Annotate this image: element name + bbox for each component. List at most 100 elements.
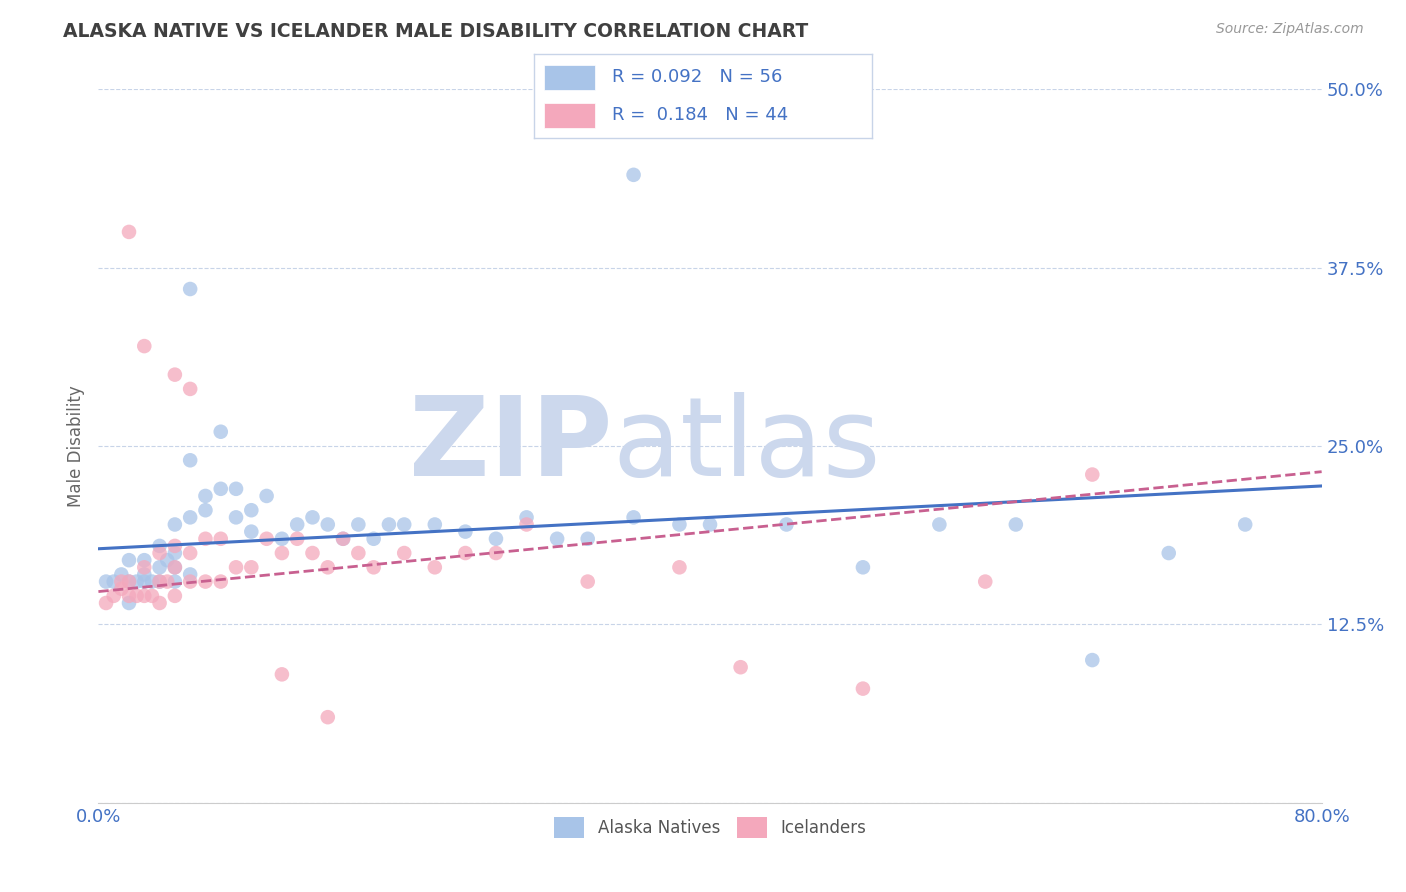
Point (194, 574, 217, 589)
Point (1081, 467, 1104, 482)
Point (285, 532, 308, 546)
Text: R = 0.092   N = 56: R = 0.092 N = 56 (612, 69, 782, 87)
Point (316, 710, 339, 724)
Point (118, 225, 141, 239)
Point (225, 560, 247, 574)
Point (194, 532, 217, 546)
Point (179, 382, 201, 396)
Point (485, 532, 508, 546)
Point (209, 482, 232, 496)
Point (270, 532, 292, 546)
Point (270, 667, 292, 681)
FancyBboxPatch shape (544, 64, 595, 90)
Point (163, 560, 186, 574)
Point (1004, 517, 1026, 532)
Point (118, 553, 141, 567)
Point (209, 425, 232, 439)
Point (363, 560, 385, 574)
Point (134, 574, 156, 589)
Point (118, 596, 141, 610)
Point (179, 567, 201, 582)
Point (454, 546, 477, 560)
Text: ZIP: ZIP (409, 392, 612, 500)
Point (852, 560, 875, 574)
Point (118, 589, 141, 603)
Point (110, 567, 132, 582)
Y-axis label: Male Disability: Male Disability (66, 385, 84, 507)
Point (974, 574, 997, 589)
Point (125, 574, 148, 589)
Point (423, 560, 446, 574)
Point (149, 539, 172, 553)
Point (240, 524, 263, 539)
FancyBboxPatch shape (544, 103, 595, 128)
Point (1081, 653, 1104, 667)
Point (332, 532, 354, 546)
Point (110, 574, 132, 589)
Point (141, 574, 163, 589)
Point (118, 574, 141, 589)
Point (149, 546, 172, 560)
Point (668, 517, 690, 532)
Point (163, 517, 186, 532)
Point (134, 567, 156, 582)
Point (149, 596, 172, 610)
Point (94, 574, 117, 589)
Point (125, 589, 148, 603)
Point (209, 532, 232, 546)
Point (163, 574, 186, 589)
Legend: Alaska Natives, Icelanders: Alaska Natives, Icelanders (547, 811, 873, 845)
Point (240, 560, 263, 574)
Text: ALASKA NATIVE VS ICELANDER MALE DISABILITY CORRELATION CHART: ALASKA NATIVE VS ICELANDER MALE DISABILI… (63, 22, 808, 41)
Point (194, 489, 217, 503)
Point (141, 589, 163, 603)
Point (240, 503, 263, 517)
Point (301, 546, 323, 560)
Point (163, 539, 186, 553)
Point (179, 453, 201, 467)
Point (623, 168, 645, 182)
Point (149, 560, 172, 574)
Point (94, 596, 117, 610)
Point (285, 517, 308, 532)
Point (363, 532, 385, 546)
Point (163, 368, 186, 382)
Point (392, 517, 416, 532)
Point (163, 560, 186, 574)
Point (225, 510, 247, 524)
Point (301, 510, 323, 524)
Point (256, 489, 278, 503)
Point (623, 510, 645, 524)
Point (699, 517, 721, 532)
Point (775, 517, 797, 532)
Point (163, 589, 186, 603)
Point (134, 560, 156, 574)
Text: atlas: atlas (612, 392, 880, 500)
Point (209, 574, 232, 589)
Point (225, 482, 247, 496)
Point (485, 546, 508, 560)
Point (118, 574, 141, 589)
Point (347, 546, 370, 560)
Point (332, 532, 354, 546)
Point (516, 517, 538, 532)
Point (378, 517, 401, 532)
Point (392, 546, 416, 560)
Point (316, 517, 339, 532)
Point (454, 524, 477, 539)
Point (516, 510, 538, 524)
Point (134, 589, 156, 603)
Point (134, 553, 156, 567)
Point (103, 589, 125, 603)
Point (347, 517, 370, 532)
Text: R =  0.184   N = 44: R = 0.184 N = 44 (612, 106, 789, 124)
Point (270, 546, 292, 560)
Point (149, 574, 172, 589)
Point (546, 532, 568, 546)
Point (103, 574, 125, 589)
Point (576, 574, 599, 589)
Point (1234, 517, 1257, 532)
Point (149, 574, 172, 589)
Point (730, 660, 752, 674)
Point (179, 574, 201, 589)
